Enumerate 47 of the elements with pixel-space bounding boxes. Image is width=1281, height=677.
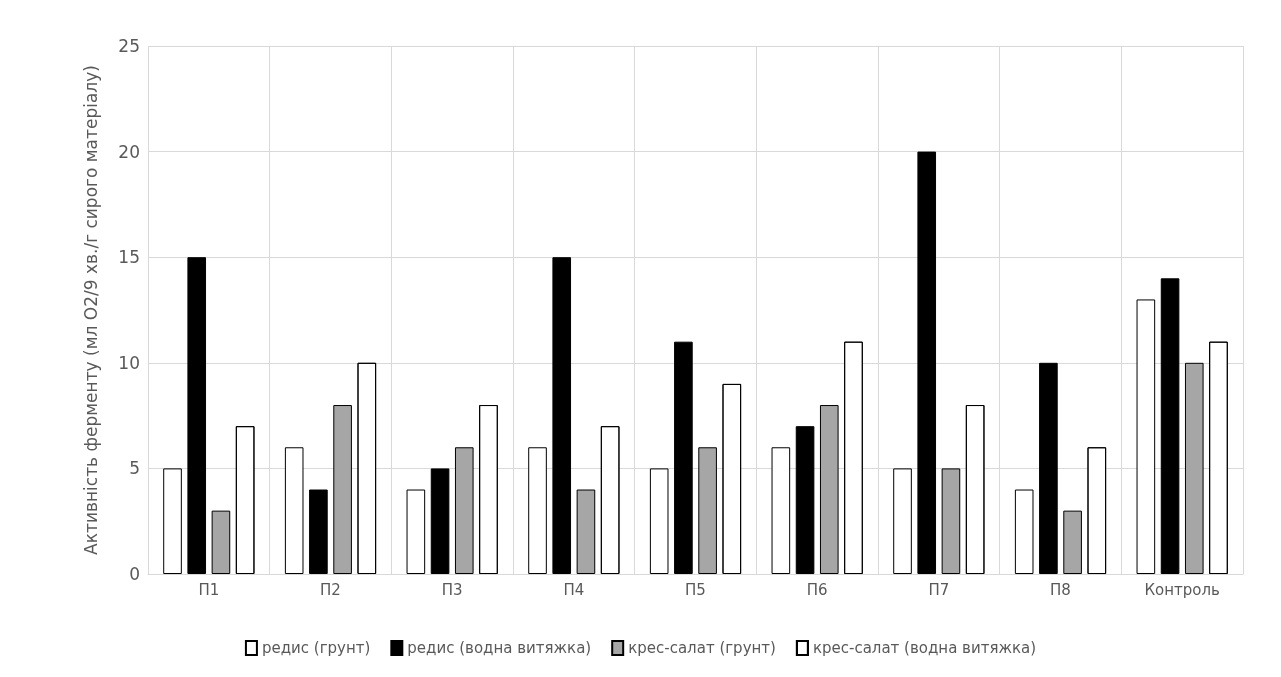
- bar: [893, 468, 912, 574]
- bar: [917, 151, 937, 574]
- x-tick-label: П3: [441, 580, 463, 599]
- y-tick-label: 15: [118, 247, 140, 268]
- bar: [406, 489, 426, 574]
- bar: [1014, 489, 1034, 574]
- legend-label: редис (водна витяжка): [407, 639, 592, 657]
- bar: [552, 257, 572, 574]
- x-tick-label: Контроль: [1144, 580, 1220, 599]
- y-tick-label: 25: [118, 36, 140, 56]
- bar: [187, 257, 207, 574]
- legend-label: крес-салат (грунт): [628, 639, 776, 657]
- bar: [454, 447, 474, 574]
- bar: [674, 341, 693, 574]
- y-axis-title: Активність ферменту (мл О2/9 хв./г сирого матеріалу): [81, 65, 101, 555]
- y-tick-label: 10: [118, 352, 140, 373]
- x-tick-label: П8: [1050, 580, 1071, 599]
- x-tick-label: П7: [928, 580, 950, 599]
- bar: [698, 447, 717, 574]
- y-tick-label: 5: [129, 458, 140, 479]
- bar: [528, 447, 547, 574]
- bar: [771, 447, 791, 574]
- x-tick-label: П6: [806, 580, 828, 599]
- bar: [163, 468, 182, 574]
- bar: [795, 426, 815, 574]
- bar: [1063, 510, 1082, 574]
- bar: [1136, 299, 1156, 574]
- bar: [284, 447, 304, 574]
- bar: [333, 405, 352, 574]
- bar: [211, 510, 231, 574]
- x-tick-label: П2: [320, 580, 341, 599]
- bar: [1160, 278, 1180, 574]
- legend-label: редис (грунт): [261, 639, 371, 657]
- legend-label: крес-салат (водна витяжка): [812, 639, 1037, 657]
- y-tick-label: 0: [129, 564, 140, 584]
- x-tick-label: П4: [563, 580, 585, 599]
- bar: [430, 468, 450, 574]
- bar: [941, 468, 961, 574]
- bar: [309, 489, 328, 574]
- bar: [819, 405, 839, 574]
- y-tick-label: 20: [118, 141, 140, 162]
- bar: [1039, 362, 1058, 574]
- bar: [576, 489, 596, 574]
- x-tick-label: П5: [685, 580, 706, 599]
- x-tick-label: П1: [198, 580, 220, 599]
- bar: [649, 468, 669, 574]
- bar: [1184, 362, 1204, 574]
